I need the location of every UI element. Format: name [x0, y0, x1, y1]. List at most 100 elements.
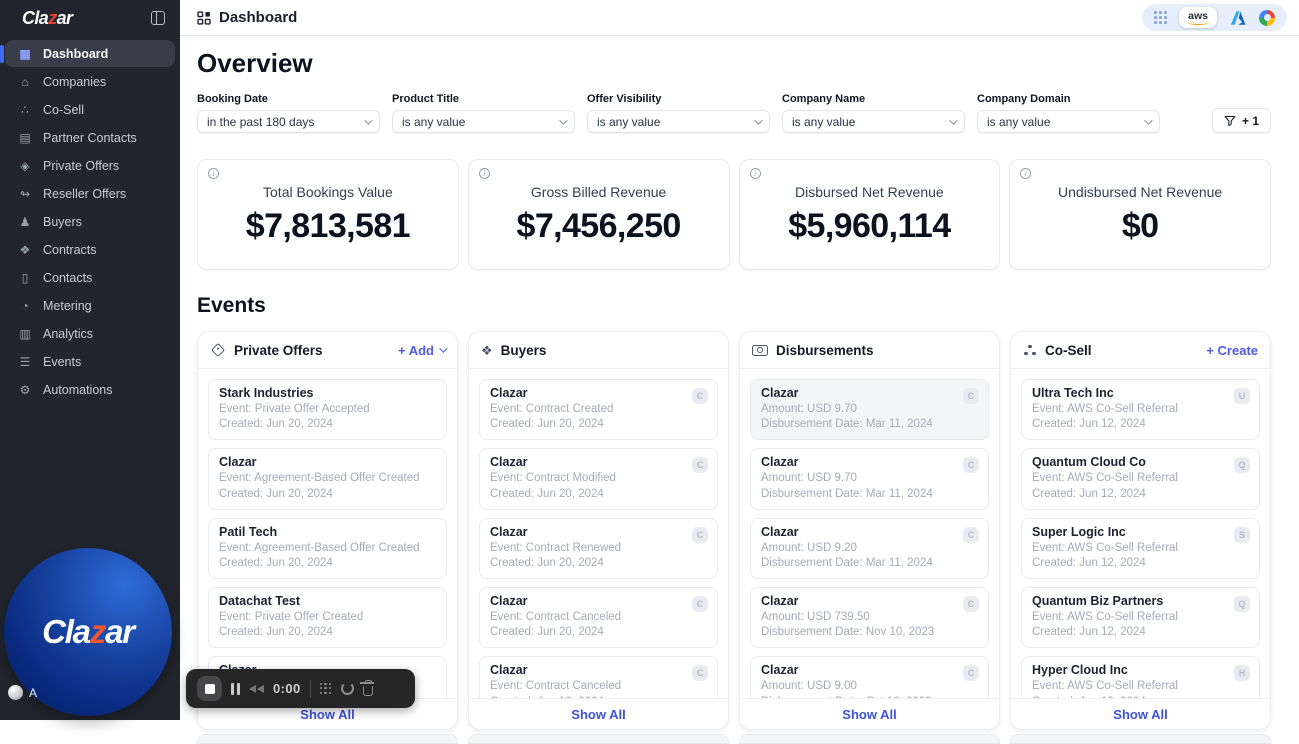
buyers-icon: ♟	[19, 214, 31, 229]
dashboard-grid-icon	[197, 10, 211, 25]
sidebar-item-label: Analytics	[43, 326, 94, 341]
topbar: Dashboard aws	[180, 0, 1299, 36]
more-filters-button[interactable]: + 1	[1211, 108, 1271, 133]
events-column-buyers: ❖ Buyers Clazar C Event: Contract Created Cre…	[468, 331, 729, 730]
event-card[interactable]: Quantum Biz Partners Q Event: AWS Co-Sell …	[1021, 587, 1260, 649]
event-card[interactable]: Clazar C Event: Contract Modified Created: …	[479, 448, 718, 510]
sidebar-item-contracts[interactable]: ❖ Contracts	[5, 236, 175, 263]
restart-recording-icon[interactable]	[340, 682, 354, 695]
filter-value: in the past 180 days	[207, 114, 315, 129]
apps-grid-icon[interactable]	[1154, 11, 1167, 24]
event-card[interactable]: Clazar Event: Agreement-Based Offer Creat…	[208, 448, 447, 510]
event-card[interactable]: Datachat Test Event: Private Offer Create…	[208, 587, 447, 649]
filter-offer-visibility: Offer Visibility is any value	[587, 93, 770, 133]
co-sell-dots-icon	[1023, 344, 1037, 357]
rewind-icon[interactable]	[249, 684, 264, 693]
event-card-title: Clazar	[761, 524, 799, 539]
recording-toolbar: 0:00	[186, 669, 415, 708]
sidebar-item-analytics[interactable]: ▥ Analytics	[5, 320, 175, 347]
event-card[interactable]: Clazar C Event: Contract Renewed Created: J…	[479, 517, 718, 580]
sidebar-item-events[interactable]: ☰ Events	[5, 348, 175, 375]
event-card-title: Clazar	[490, 386, 528, 400]
event-card[interactable]: Clazar C Event: Contract Canceled Created: …	[479, 656, 718, 698]
event-card-line2: Created: Jun 20, 2024	[219, 626, 333, 639]
kpi-card-disbursed-net-revenue: i Disbursed Net Revenue $5,960,114	[738, 159, 1001, 270]
sidebar-item-contacts[interactable]: ▯ Contacts	[5, 264, 175, 291]
sidebar-collapse-icon[interactable]	[151, 11, 165, 25]
more-filters-count: + 1	[1241, 113, 1259, 128]
event-card-line1: Amount: USD 739.50	[761, 611, 870, 624]
event-card-line2: Created: Jun 12, 2024	[1032, 418, 1146, 431]
metering-gauge-icon: ◔	[21, 298, 29, 313]
sidebar-item-label: Buyers	[43, 214, 82, 229]
clazar-logo: Clazar	[22, 7, 73, 28]
event-card[interactable]: Patil Tech Event: Agreement-Based Offer C…	[208, 517, 447, 580]
event-card-line2: Created: Jun 20, 2024	[219, 418, 333, 431]
kpi-value: $7,813,581	[245, 206, 411, 245]
event-card[interactable]: Clazar C Event: Contract Canceled Created: …	[479, 587, 718, 649]
add-button[interactable]: + Add	[398, 343, 448, 358]
event-card[interactable]: Clazar C Event: Contract Created Created: J…	[479, 379, 718, 441]
event-card[interactable]: Quantum Cloud Co Q Event: AWS Co-Sell Refe…	[1021, 448, 1260, 510]
kpi-label: Disbursed Net Revenue	[795, 183, 944, 200]
filter-row: Booking Date in the past 180 days Product …	[197, 93, 1271, 133]
camera-bubble-logo: Clazar	[42, 613, 135, 650]
event-card[interactable]: Clazar C Amount: USD 9.00 Disbursement Date…	[750, 656, 989, 698]
show-all-link[interactable]: Show All	[1113, 706, 1168, 722]
sidebar-item-label: Dashboard	[43, 46, 109, 61]
sidebar-item-label: Co-Sell	[43, 102, 84, 117]
column-footer: Show All	[469, 698, 728, 729]
gcp-cloud-toggle[interactable]	[1259, 9, 1275, 26]
pause-recording-button[interactable]	[231, 682, 240, 695]
camera-bubble[interactable]: Clazar	[4, 548, 172, 716]
column-card-list: Ultra Tech Inc U Event: AWS Co-Sell Referr…	[1011, 369, 1270, 698]
event-card[interactable]: Super Logic Inc S Event: AWS Co-Sell Refer…	[1021, 517, 1260, 580]
sidebar-header: Clazar	[0, 0, 180, 36]
filter-select-product-title[interactable]: is any value	[392, 110, 575, 133]
info-icon: i	[478, 168, 490, 179]
sidebar-item-private-offers[interactable]: ◈ Private Offers	[5, 152, 175, 179]
event-card[interactable]: Hyper Cloud Inc H Event: AWS Co-Sell Refer…	[1021, 656, 1260, 698]
funnel-icon	[1224, 115, 1236, 126]
company-badge: C	[692, 457, 708, 474]
filter-select-company-name[interactable]: is any value	[782, 110, 965, 133]
kpi-label: Undisbursed Net Revenue	[1058, 183, 1223, 200]
event-card-line1: Event: AWS Co-Sell Referral	[1032, 541, 1178, 554]
sidebar-item-co-sell[interactable]: ∴ Co-Sell	[5, 96, 175, 123]
sidebar-item-buyers[interactable]: ♟ Buyers	[5, 208, 175, 235]
aws-cloud-toggle[interactable]: aws	[1179, 6, 1217, 29]
sidebar-item-metering[interactable]: ◔ Metering	[5, 292, 175, 319]
event-card[interactable]: Clazar C Amount: USD 9.70 Disbursement Date…	[750, 448, 989, 510]
company-badge: H	[1234, 665, 1250, 682]
event-card-line2: Disbursement Date: Mar 11, 2024	[761, 556, 933, 569]
event-card-line1: Event: Agreement-Based Offer Created	[219, 541, 420, 554]
stop-recording-button[interactable]	[197, 676, 222, 701]
event-card[interactable]: Clazar C Amount: USD 9.20 Disbursement Date…	[750, 517, 989, 580]
event-card[interactable]: Clazar C Amount: USD 9.70 Disbursement Date…	[750, 379, 989, 441]
sidebar-item-automations[interactable]: ⚙ Automations	[5, 376, 175, 403]
event-card[interactable]: Clazar C Amount: USD 739.50 Disbursement Da…	[750, 587, 989, 649]
presenter-avatar	[8, 685, 23, 700]
show-all-link[interactable]: Show All	[842, 706, 897, 722]
sidebar-item-reseller-offers[interactable]: ↬ Reseller Offers	[5, 180, 175, 207]
sidebar-item-partner-contacts[interactable]: ▤ Partner Contacts	[5, 124, 175, 151]
show-all-link[interactable]: Show All	[571, 706, 626, 722]
events-list-icon: ☰	[19, 354, 31, 369]
blur-grid-icon[interactable]	[319, 682, 332, 695]
filter-select-booking-date[interactable]: in the past 180 days	[197, 110, 380, 133]
filter-select-company-domain[interactable]: is any value	[977, 110, 1160, 133]
event-card[interactable]: Ultra Tech Inc U Event: AWS Co-Sell Referr…	[1021, 379, 1260, 441]
reseller-offers-icon: ↬	[19, 186, 31, 201]
azure-cloud-toggle[interactable]	[1229, 9, 1247, 27]
event-card[interactable]: Stark Industries Event: Private Offer Acc…	[208, 379, 447, 441]
filter-select-offer-visibility[interactable]: is any value	[587, 110, 770, 133]
delete-recording-icon[interactable]	[360, 679, 375, 696]
event-card-title: Clazar	[761, 455, 799, 470]
sidebar-item-dashboard[interactable]: ▦ Dashboard	[0, 40, 175, 67]
sidebar-item-label: Partner Contacts	[43, 130, 137, 145]
company-badge: C	[963, 526, 979, 543]
show-all-link[interactable]: Show All	[300, 706, 355, 722]
create-button[interactable]: + Create	[1206, 343, 1258, 358]
action-label: + Create	[1206, 342, 1258, 358]
sidebar-item-companies[interactable]: ⌂ Companies	[5, 68, 175, 95]
